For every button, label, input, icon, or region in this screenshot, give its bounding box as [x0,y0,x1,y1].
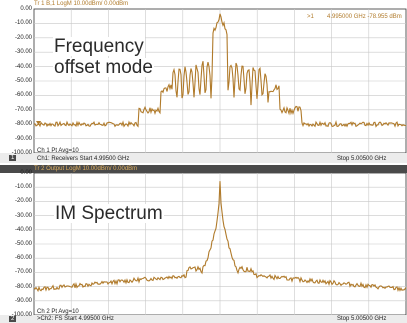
y-tick-label: -70.00 [14,106,32,113]
y-tick-label: -10.00 [14,184,32,191]
panel-2-header-bar [0,165,407,173]
y-tick-label: -100.00 [11,312,32,318]
panel-1-header: Tr 1 B,1 LogM 10.00dBm/ 0.00dBm [34,1,129,7]
y-tick-label: -30.00 [14,212,32,219]
marker-1-value: 4.995000 GHz -78.955 dBm [327,14,402,20]
y-tick-label: -90.00 [14,297,32,304]
y-tick-label: -20.00 [14,34,32,41]
y-tick-label: -90.00 [14,135,32,142]
panel-2-start: >Ch2: FS Start 4.99500 GHz [37,316,114,322]
y-tick-label: -60.00 [14,92,32,99]
y-tick-label: 0.00 [20,6,32,12]
y-tick-label: -80.00 [14,283,32,290]
panel-1-avg: Ch 1 Pt Avg=10 [37,148,79,154]
marker-1-triangle [36,121,41,125]
panel-2-trace [33,181,407,293]
y-tick-label: -10.00 [14,20,32,27]
panel-1-grid [34,9,406,153]
panel-1-trace [33,13,407,128]
y-tick-label: -70.00 [14,269,32,276]
panel-1-status-bar [0,153,407,163]
y-tick-label: -30.00 [14,49,32,56]
panel-2-overlay-line1: IM Spectrum [54,203,164,224]
y-tick-label: -20.00 [14,198,32,205]
marker-1-label: >1 [307,14,314,20]
y-tick-label: -50.00 [14,78,32,84]
panel-2-header: Tr 2 Output LogM 10.00dBm/ 0.00dBm [34,166,138,172]
panel-1-overlay-line1: Frequency [53,36,145,57]
panel-1-header-bar [0,0,407,8]
y-tick-label: 0.00 [20,170,32,176]
y-tick-label: -40.00 [14,226,32,233]
panel-2-status-bar [0,315,407,323]
y-tick-label: -40.00 [14,63,32,70]
y-tick-label: -100.00 [11,150,32,156]
panel-1-start: Ch1: Receivers Start 4.99500 GHz [37,156,130,162]
panel-1-overlay-line2: offset mode [53,57,154,78]
panel-1-stop: Stop 5.00500 GHz [337,156,387,162]
y-tick-label: -80.00 [14,121,32,128]
y-tick-label: -60.00 [14,255,32,262]
panel-2-channel-number: 2 [9,316,17,322]
panel-2-avg: Ch 2 Pt Avg=10 [37,309,79,315]
y-tick-label: -50.00 [14,241,32,247]
panel-2-grid [34,173,406,315]
panel-1-channel-number: 1 [9,155,17,161]
panel-2-stop: Stop 5.00500 GHz [337,316,387,322]
